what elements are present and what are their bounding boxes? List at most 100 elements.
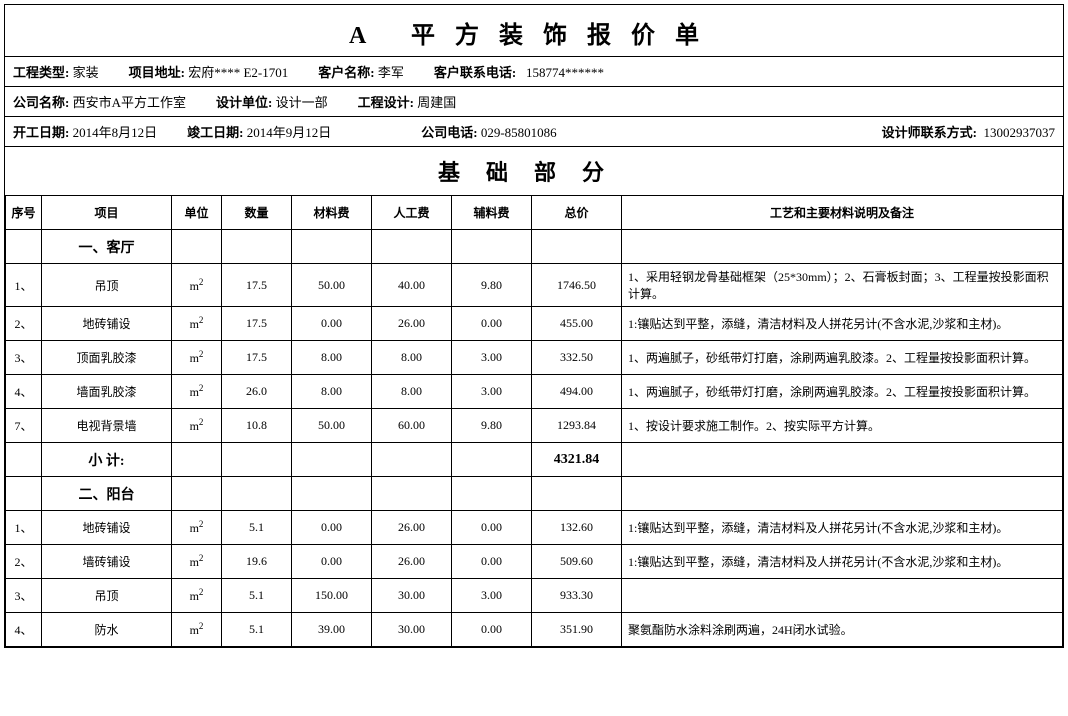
table-row: 2、墙砖铺设m219.60.0026.000.00509.601:镶贴达到平整，… — [6, 545, 1063, 579]
cell-mat: 39.00 — [292, 613, 372, 647]
cell-lab: 26.00 — [372, 545, 452, 579]
cell-qty: 26.0 — [222, 375, 292, 409]
cell-qty: 5.1 — [222, 579, 292, 613]
group-header-row: 二、阳台 — [6, 477, 1063, 511]
group-header-row: 一、客厅 — [6, 230, 1063, 264]
cell-qty: 19.6 — [222, 545, 292, 579]
cell-item: 地砖铺设 — [42, 307, 172, 341]
cell-total: 1293.84 — [532, 409, 622, 443]
client-phone: 158774****** — [526, 65, 604, 80]
table-row: 3、吊顶m25.1150.0030.003.00933.30 — [6, 579, 1063, 613]
company: 西安市A平方工作室 — [73, 95, 186, 110]
table-row: 4、墙面乳胶漆m226.08.008.003.00494.001、两遍腻子，砂纸… — [6, 375, 1063, 409]
cell-aux: 0.00 — [452, 511, 532, 545]
cell-item: 墙面乳胶漆 — [42, 375, 172, 409]
cell-total: 1746.50 — [532, 264, 622, 307]
th-aux: 辅料费 — [452, 196, 532, 230]
cell-mat: 0.00 — [292, 545, 372, 579]
cell-note: 1:镶贴达到平整，添缝，清洁材料及人拼花另计(不含水泥,沙浆和主材)。 — [622, 545, 1063, 579]
cell-total: 132.60 — [532, 511, 622, 545]
table-row: 1、地砖铺设m25.10.0026.000.00132.601:镶贴达到平整，添… — [6, 511, 1063, 545]
cell-qty: 17.5 — [222, 341, 292, 375]
cell-unit: m2 — [172, 375, 222, 409]
info-row-1: 工程类型: 家装 项目地址: 宏府**** E2-1701 客户名称: 李军 客… — [5, 56, 1063, 86]
cell-seq: 2、 — [6, 545, 42, 579]
cell-aux: 3.00 — [452, 341, 532, 375]
cell-note: 1、两遍腻子，砂纸带灯打磨，涂刷两遍乳胶漆。2、工程量按投影面积计算。 — [622, 341, 1063, 375]
cell-lab: 60.00 — [372, 409, 452, 443]
cell-mat: 8.00 — [292, 375, 372, 409]
designer: 周建国 — [417, 95, 456, 110]
section-title: 基础部分 — [5, 146, 1063, 195]
designer-phone: 13002937037 — [984, 125, 1056, 140]
cell-item: 吊顶 — [42, 579, 172, 613]
cell-unit: m2 — [172, 341, 222, 375]
subtotal-label: 小 计: — [42, 443, 172, 477]
cell-aux: 0.00 — [452, 613, 532, 647]
cell-empty — [6, 230, 42, 264]
cell-item: 防水 — [42, 613, 172, 647]
end-date: 2014年9月12日 — [247, 125, 332, 140]
cell-qty: 5.1 — [222, 511, 292, 545]
cell-seq: 4、 — [6, 375, 42, 409]
cell-aux: 9.80 — [452, 409, 532, 443]
cell-aux: 0.00 — [452, 307, 532, 341]
start-date: 2014年8月12日 — [73, 125, 158, 140]
table-header-row: 序号 项目 单位 数量 材料费 人工费 辅料费 总价 工艺和主要材料说明及备注 — [6, 196, 1063, 230]
cell-total: 933.30 — [532, 579, 622, 613]
cell-mat: 0.00 — [292, 511, 372, 545]
cell-note: 1:镶贴达到平整，添缝，清洁材料及人拼花另计(不含水泥,沙浆和主材)。 — [622, 307, 1063, 341]
company-label: 公司名称: — [13, 95, 69, 110]
cell-seq: 3、 — [6, 341, 42, 375]
cell-mat: 50.00 — [292, 264, 372, 307]
proj-type: 家装 — [73, 65, 99, 80]
quotation-sheet: A 平方装饰报价单 工程类型: 家装 项目地址: 宏府**** E2-1701 … — [4, 4, 1064, 648]
cell-unit: m2 — [172, 579, 222, 613]
cell-item: 吊顶 — [42, 264, 172, 307]
table-body: 一、客厅1、吊顶m217.550.0040.009.801746.501、采用轻… — [6, 230, 1063, 647]
th-note: 工艺和主要材料说明及备注 — [622, 196, 1063, 230]
table-row: 2、地砖铺设m217.50.0026.000.00455.001:镶贴达到平整，… — [6, 307, 1063, 341]
cell-note: 1、按设计要求施工制作。2、按实际平方计算。 — [622, 409, 1063, 443]
cell-qty: 10.8 — [222, 409, 292, 443]
table-row: 7、电视背景墙m210.850.0060.009.801293.841、按设计要… — [6, 409, 1063, 443]
cell-seq: 3、 — [6, 579, 42, 613]
th-unit: 单位 — [172, 196, 222, 230]
client-phone-label: 客户联系电话: — [434, 65, 516, 80]
design-unit-label: 设计单位: — [216, 95, 272, 110]
cell-qty: 17.5 — [222, 264, 292, 307]
cell-total: 494.00 — [532, 375, 622, 409]
cell-note: 1:镶贴达到平整，添缝，清洁材料及人拼花另计(不含水泥,沙浆和主材)。 — [622, 511, 1063, 545]
cell-seq: 7、 — [6, 409, 42, 443]
th-mat: 材料费 — [292, 196, 372, 230]
cell-mat: 8.00 — [292, 341, 372, 375]
group-heading: 二、阳台 — [42, 477, 172, 511]
info-row-2: 公司名称: 西安市A平方工作室 设计单位: 设计一部 工程设计: 周建国 — [5, 86, 1063, 116]
cell-unit: m2 — [172, 613, 222, 647]
cell-item: 顶面乳胶漆 — [42, 341, 172, 375]
table-row: 3、顶面乳胶漆m217.58.008.003.00332.501、两遍腻子，砂纸… — [6, 341, 1063, 375]
cell-aux: 3.00 — [452, 579, 532, 613]
quotation-table: 序号 项目 单位 数量 材料费 人工费 辅料费 总价 工艺和主要材料说明及备注 … — [5, 195, 1063, 647]
cell-qty: 17.5 — [222, 307, 292, 341]
th-qty: 数量 — [222, 196, 292, 230]
cell-lab: 30.00 — [372, 579, 452, 613]
group-heading: 一、客厅 — [42, 230, 172, 264]
cell-seq: 1、 — [6, 511, 42, 545]
cell-note — [622, 579, 1063, 613]
table-row: 1、吊顶m217.550.0040.009.801746.501、采用轻钢龙骨基… — [6, 264, 1063, 307]
cell-total: 455.00 — [532, 307, 622, 341]
cell-total: 509.60 — [532, 545, 622, 579]
cell-total: 332.50 — [532, 341, 622, 375]
cell-lab: 30.00 — [372, 613, 452, 647]
subtotal-value: 4321.84 — [532, 443, 622, 477]
cell-mat: 0.00 — [292, 307, 372, 341]
cell-seq: 1、 — [6, 264, 42, 307]
cell-note: 1、采用轻钢龙骨基础框架（25*30mm）；2、石膏板封面；3、工程量按投影面积… — [622, 264, 1063, 307]
cell-total: 351.90 — [532, 613, 622, 647]
addr-label: 项目地址: — [129, 65, 185, 80]
cell-unit: m2 — [172, 545, 222, 579]
cell-unit: m2 — [172, 511, 222, 545]
cell-item: 墙砖铺设 — [42, 545, 172, 579]
designer-label: 工程设计: — [358, 95, 414, 110]
